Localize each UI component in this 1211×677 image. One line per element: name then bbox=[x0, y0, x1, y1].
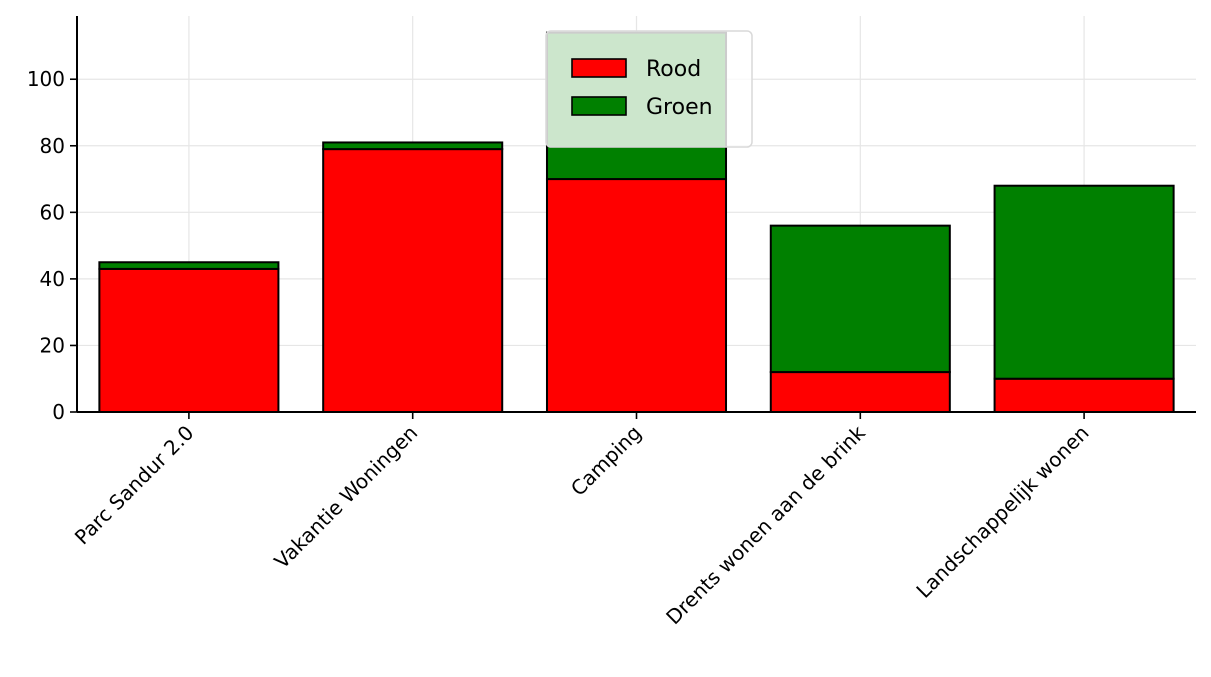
y-tick-label: 0 bbox=[52, 400, 65, 424]
y-axis-ticks: 0 20 40 60 80 100 bbox=[27, 67, 77, 424]
y-tick-label: 20 bbox=[40, 333, 65, 357]
x-tick-label: Vakantie Woningen bbox=[269, 421, 422, 574]
legend-box bbox=[545, 30, 753, 148]
bar-groen-5 bbox=[993, 184, 1175, 380]
y-tick-label: 100 bbox=[27, 67, 65, 91]
legend-swatch-groen bbox=[571, 96, 627, 116]
legend-label-groen: Groen bbox=[646, 95, 713, 120]
x-axis-ticks: Parc Sandur 2.0 Vakantie Woningen Camping D… bbox=[70, 412, 1094, 629]
y-tick-label: 60 bbox=[40, 200, 65, 224]
x-tick-label: Landschappelijk wonen bbox=[911, 421, 1093, 603]
legend-swatch-rood bbox=[571, 58, 627, 78]
bar-groen-2 bbox=[322, 141, 504, 151]
bars bbox=[98, 31, 1175, 414]
bar-rood-5 bbox=[993, 377, 1175, 413]
legend: Rood Groen bbox=[545, 30, 753, 148]
bar-rood-4 bbox=[769, 371, 951, 414]
bar-groen-4 bbox=[769, 224, 951, 374]
x-tick-label: Camping bbox=[566, 421, 646, 501]
x-tick-label: Drents wonen aan de brink bbox=[661, 420, 870, 629]
y-tick-label: 80 bbox=[40, 134, 65, 158]
bar-rood-3 bbox=[545, 178, 728, 413]
bar-rood-2 bbox=[322, 148, 504, 413]
legend-label-rood: Rood bbox=[646, 57, 701, 82]
bar-rood-1 bbox=[98, 267, 280, 413]
bar-groen-1 bbox=[98, 261, 280, 270]
x-tick-label: Parc Sandur 2.0 bbox=[70, 421, 199, 550]
y-tick-label: 40 bbox=[40, 267, 65, 291]
